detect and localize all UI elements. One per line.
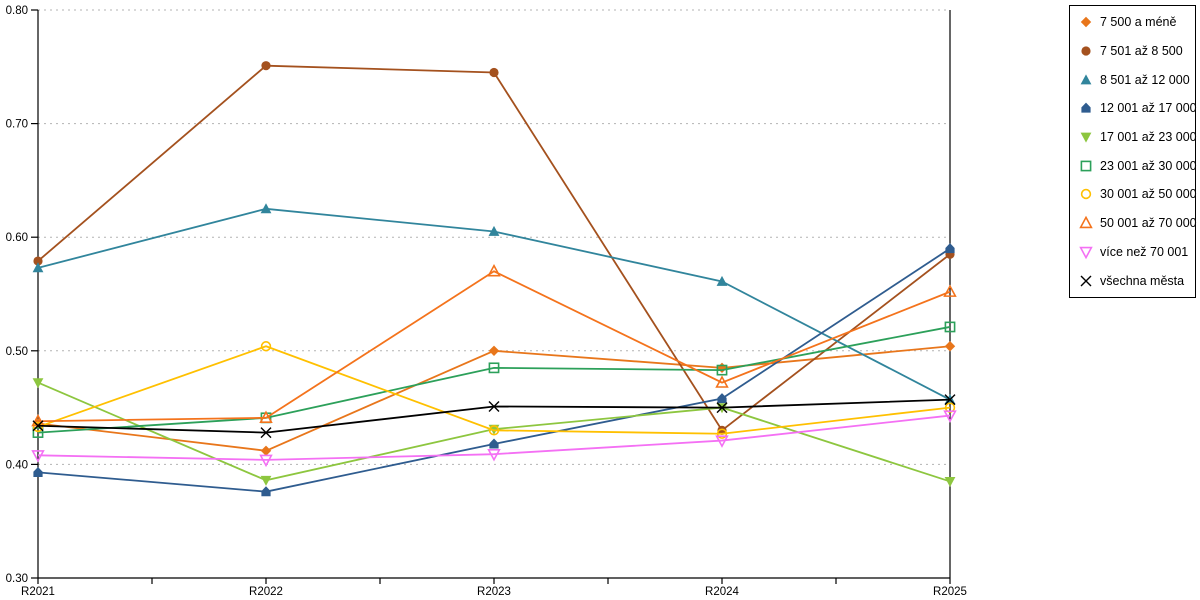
legend-item: 50 001 až 70 000	[1078, 209, 1197, 237]
open-triangle-marker-icon	[1079, 215, 1093, 229]
svg-text:0.80: 0.80	[6, 5, 28, 17]
x-marker-icon	[1080, 275, 1092, 287]
legend-item: 12 001 až 17 000	[1078, 94, 1197, 122]
svg-text:R2021: R2021	[21, 586, 55, 598]
house-marker-icon	[1081, 103, 1091, 114]
svg-text:0.40: 0.40	[6, 459, 28, 471]
triangle-up-marker-icon	[1080, 74, 1092, 85]
legend-label: 12 001 až 17 000	[1100, 101, 1197, 116]
legend-item: 8 501 až 12 000	[1078, 66, 1195, 94]
legend-label: 7 500 a méně	[1100, 15, 1177, 30]
legend-label: 30 001 až 50 000	[1100, 187, 1197, 202]
svg-text:R2024: R2024	[705, 586, 739, 598]
open-circle-marker-icon	[1080, 189, 1092, 200]
svg-text:R2023: R2023	[477, 586, 511, 598]
legend-item: 23 001 až 30 000	[1078, 152, 1197, 180]
legend-label: 50 001 až 70 000	[1100, 216, 1197, 231]
legend-item: více než 70 001	[1078, 238, 1195, 266]
open-triangle-down-marker-icon	[1079, 246, 1093, 260]
legend-label: všechna města	[1100, 273, 1185, 288]
svg-text:0.60: 0.60	[6, 232, 28, 244]
legend-item: 7 501 až 8 500	[1078, 37, 1195, 65]
legend-label: 23 001 až 30 000	[1100, 158, 1197, 173]
svg-text:0.30: 0.30	[6, 573, 28, 585]
legend: 7 500 a méně 7 501 až 8 500 8 501 až 12 …	[1069, 5, 1197, 298]
svg-text:R2022: R2022	[249, 586, 283, 598]
legend-item: všechna města	[1078, 267, 1195, 295]
legend-label: více než 70 001	[1100, 244, 1189, 259]
legend-label: 17 001 až 23 000	[1100, 130, 1197, 145]
legend-label: 7 501 až 8 500	[1100, 44, 1183, 59]
svg-text:0.70: 0.70	[6, 119, 28, 131]
triangle-down-marker-icon	[1080, 132, 1092, 143]
svg-text:R2025: R2025	[933, 586, 967, 598]
legend-item: 30 001 až 50 000	[1078, 180, 1197, 208]
circle-marker-icon	[1081, 46, 1091, 56]
legend-item: 17 001 až 23 000	[1078, 123, 1197, 151]
svg-text:0.50: 0.50	[6, 346, 28, 358]
legend-label: 8 501 až 12 000	[1100, 72, 1190, 87]
diamond-marker-icon	[1080, 17, 1092, 28]
open-square-marker-icon	[1080, 160, 1092, 172]
legend-item: 7 500 a méně	[1078, 8, 1195, 36]
